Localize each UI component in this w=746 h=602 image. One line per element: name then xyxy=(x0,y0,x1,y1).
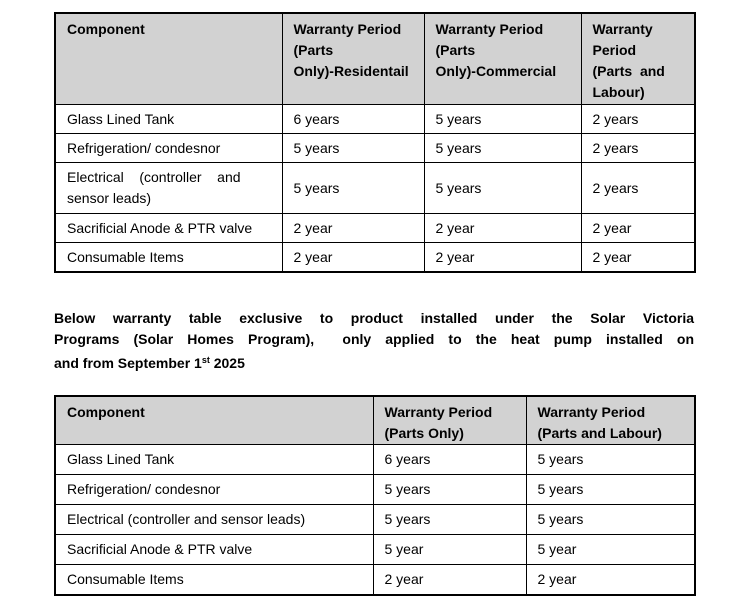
table-cell: 6 years xyxy=(372,444,527,475)
table-row-refrigeration: Refrigeration/ condesnor 5 years 5 years xyxy=(54,474,696,505)
table-cell: 5 years xyxy=(525,504,696,535)
table-row-electrical: Electrical (controller and sensor leads)… xyxy=(54,162,696,214)
table-cell: Glass Lined Tank xyxy=(54,104,283,134)
table-cell: Consumable Items xyxy=(54,564,374,596)
table-cell: 2 years xyxy=(580,133,696,163)
table-cell: 5 year xyxy=(525,534,696,565)
table-cell: 2 year xyxy=(525,564,696,596)
table-cell: 5 years xyxy=(372,504,527,535)
table-cell: 5 years xyxy=(423,162,582,214)
table-header-row: Component Warranty Period (Parts Only)-R… xyxy=(54,12,696,105)
warranty-table-residential-commercial: Component Warranty Period (Parts Only)-R… xyxy=(54,12,696,273)
table-cell: Electrical (controller and sensor leads) xyxy=(54,504,374,535)
table-cell: 2 year xyxy=(281,213,425,243)
header-cell-parts-only-commercial: Warranty Period (Parts Only)-Commercial xyxy=(423,12,582,105)
table-row-electrical: Electrical (controller and sensor leads)… xyxy=(54,504,696,535)
notice-line: Programs (Solar Homes Program), only app… xyxy=(54,331,694,347)
table-cell: 2 year xyxy=(423,242,582,273)
table-cell: Glass Lined Tank xyxy=(54,444,374,475)
header-cell-parts-and-labour: Warranty Period (Parts and Labour) xyxy=(580,12,696,105)
table-cell: Refrigeration/ condesnor xyxy=(54,133,283,163)
table-cell: Sacrificial Anode & PTR valve xyxy=(54,534,374,565)
table-cell: 2 year xyxy=(423,213,582,243)
table-row-glass-lined-tank: Glass Lined Tank 6 years 5 years xyxy=(54,444,696,475)
table-cell: 5 years xyxy=(423,133,582,163)
table-cell: Consumable Items xyxy=(54,242,283,273)
header-cell-parts-and-labour: Warranty Period (Parts and Labour) xyxy=(525,395,696,445)
table-cell: 5 years xyxy=(281,133,425,163)
notice-text: 2025 xyxy=(209,355,245,371)
header-cell-parts-only: Warranty Period (Parts Only) xyxy=(372,395,527,445)
ordinal-superscript: st xyxy=(201,355,210,365)
table-cell: 2 year xyxy=(281,242,425,273)
solar-victoria-notice: Below warranty table exclusive to produc… xyxy=(54,308,694,374)
table-cell: 6 years xyxy=(281,104,425,134)
table-cell: 2 year xyxy=(580,213,696,243)
header-cell-component: Component xyxy=(54,12,283,105)
notice-line: and from September 1st 2025 xyxy=(54,350,694,374)
table-cell: 5 years xyxy=(525,444,696,475)
table-cell: Electrical (controller and sensor leads) xyxy=(54,162,283,214)
table-cell: 5 years xyxy=(423,104,582,134)
table-row-sacrificial-anode: Sacrificial Anode & PTR valve 5 year 5 y… xyxy=(54,534,696,565)
table-cell: 2 year xyxy=(580,242,696,273)
table-cell: 5 years xyxy=(525,474,696,505)
table-cell: 5 years xyxy=(281,162,425,214)
warranty-table-solar-victoria: Component Warranty Period (Parts Only) W… xyxy=(54,395,696,596)
table-row-glass-lined-tank: Glass Lined Tank 6 years 5 years 2 years xyxy=(54,104,696,134)
table-cell: 5 year xyxy=(372,534,527,565)
table-cell: Refrigeration/ condesnor xyxy=(54,474,374,505)
header-cell-parts-only-residential: Warranty Period (Parts Only)-Residentail xyxy=(281,12,425,105)
table-cell: 2 year xyxy=(372,564,527,596)
notice-text: and from September 1 xyxy=(54,355,202,371)
table-row-consumable-items: Consumable Items 2 year 2 year xyxy=(54,564,696,596)
table-cell: 2 years xyxy=(580,104,696,134)
header-cell-component: Component xyxy=(54,395,374,445)
table-header-row: Component Warranty Period (Parts Only) W… xyxy=(54,395,696,445)
table-row-sacrificial-anode: Sacrificial Anode & PTR valve 2 year 2 y… xyxy=(54,213,696,243)
notice-line: Below warranty table exclusive to produc… xyxy=(54,310,694,326)
table-cell: Sacrificial Anode & PTR valve xyxy=(54,213,283,243)
table-cell: 5 years xyxy=(372,474,527,505)
table-cell: 2 years xyxy=(580,162,696,214)
table-row-refrigeration: Refrigeration/ condesnor 5 years 5 years… xyxy=(54,133,696,163)
table-row-consumable-items: Consumable Items 2 year 2 year 2 year xyxy=(54,242,696,273)
